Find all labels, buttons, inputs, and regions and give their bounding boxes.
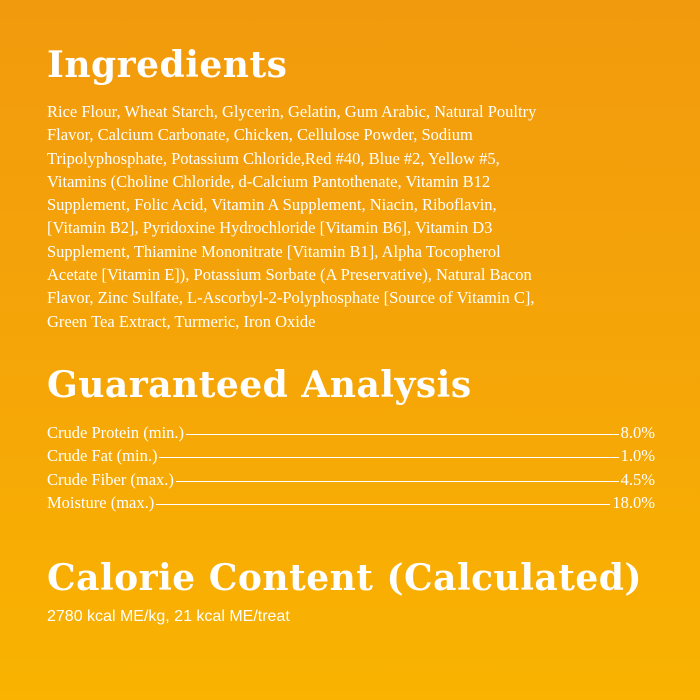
ingredients-line: Vitamins (Choline Chloride, d-Calcium Pa…	[47, 171, 491, 191]
analysis-value: 4.5%	[620, 469, 655, 489]
ingredients-line: Tripolyphosphate, Potassium Chloride,Red…	[47, 148, 500, 168]
analysis-value: 1.0%	[620, 446, 655, 466]
analysis-value: 18.0%	[612, 492, 655, 512]
analysis-label: Crude Fiber (max.)	[47, 469, 174, 489]
ingredients-line: Flavor, Calcium Carbonate, Chicken, Cell…	[47, 125, 473, 145]
ingredients-list: Rice Flour, Wheat Starch, Glycerin, Gela…	[47, 100, 667, 333]
analysis-table: Crude Protein (min.) 8.0% Crude Fat (min…	[47, 421, 655, 514]
ingredients-line: Supplement, Folic Acid, Vitamin A Supple…	[47, 195, 497, 215]
analysis-row: Moisture (max.) 18.0%	[47, 491, 655, 514]
calorie-content-heading: Calorie Content (Calculated)	[47, 557, 642, 599]
leader-line	[156, 503, 611, 505]
ingredients-line: Green Tea Extract, Turmeric, Iron Oxide	[47, 311, 316, 331]
leader-line	[159, 457, 619, 459]
ingredients-line: Flavor, Zinc Sulfate, L-Ascorbyl-2-Polyp…	[47, 288, 535, 308]
guaranteed-analysis-heading: Guaranteed Analysis	[47, 364, 472, 406]
analysis-row: Crude Fiber (max.) 4.5%	[47, 468, 655, 491]
ingredients-line: Rice Flour, Wheat Starch, Glycerin, Gela…	[47, 102, 537, 121]
leader-line	[175, 480, 619, 482]
ingredients-line: Supplement, Thiamine Mononitrate [Vitami…	[47, 241, 501, 261]
calorie-content-text: 2780 kcal ME/kg, 21 kcal ME/treat	[47, 608, 290, 625]
ingredients-line: Acetate [Vitamin E]), Potassium Sorbate …	[47, 265, 532, 285]
analysis-row: Crude Fat (min.) 1.0%	[47, 444, 655, 467]
analysis-label: Moisture (max.)	[47, 492, 155, 512]
analysis-label: Crude Protein (min.)	[47, 423, 185, 442]
analysis-value: 8.0%	[620, 423, 655, 442]
ingredients-line: [Vitamin B2], Pyridoxine Hydrochloride […	[47, 218, 493, 238]
analysis-label: Crude Fat (min.)	[47, 446, 158, 466]
analysis-row: Crude Protein (min.) 8.0%	[47, 421, 655, 444]
leader-line	[186, 434, 619, 435]
ingredients-heading: Ingredients	[47, 44, 288, 86]
